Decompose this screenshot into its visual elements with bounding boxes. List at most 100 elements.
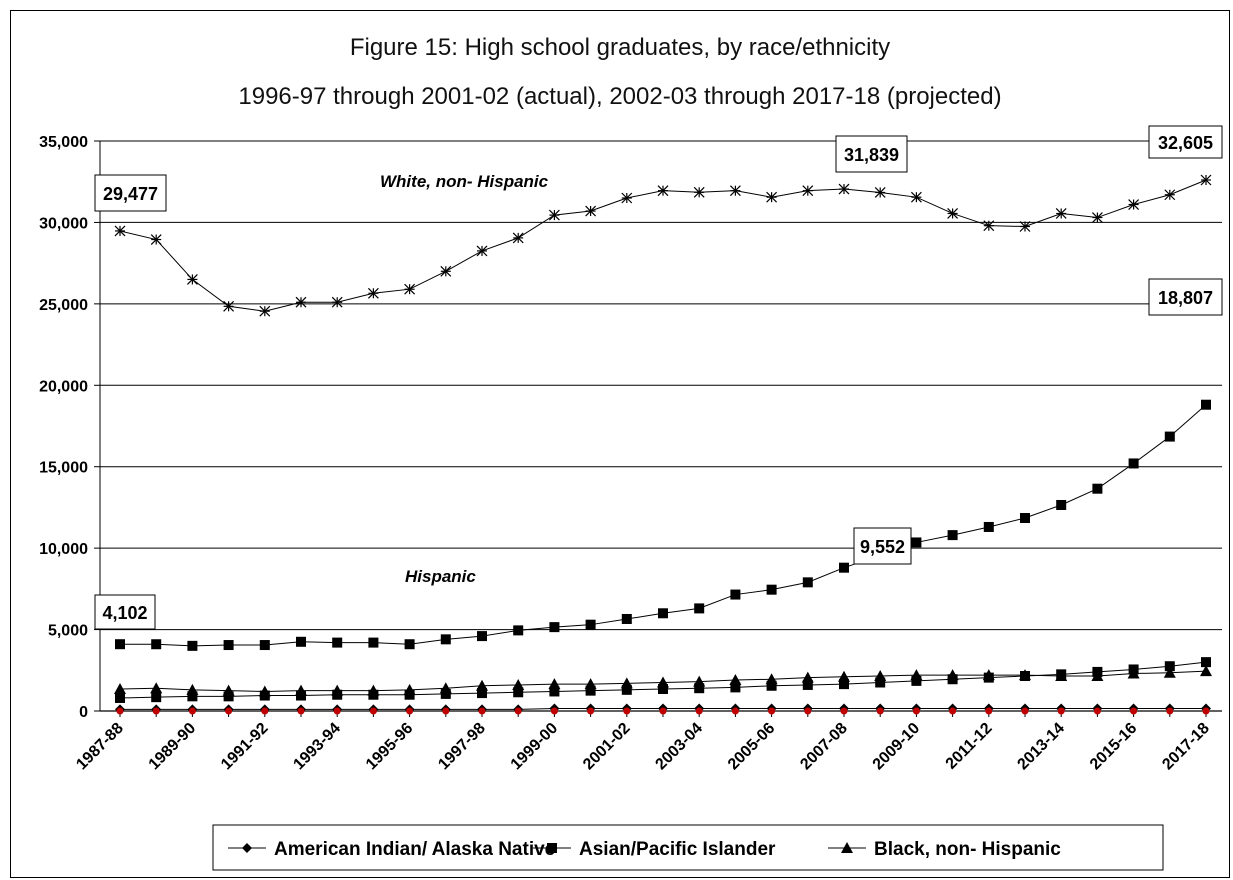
red-marker — [406, 707, 414, 715]
callout: 18,807 — [1148, 278, 1223, 316]
star-stroke — [223, 300, 235, 312]
triangle-marker — [295, 684, 307, 696]
star-marker — [910, 191, 922, 203]
triangle-marker — [1019, 669, 1031, 681]
x-tick-label: 1987-88 — [73, 720, 127, 774]
star-marker — [1200, 174, 1212, 186]
star-stroke — [548, 209, 560, 221]
y-tick-label: 10,000 — [39, 541, 88, 558]
star-marker — [512, 232, 524, 244]
star-marker — [838, 183, 850, 195]
red-marker — [912, 707, 920, 715]
y-tick-label: 30,000 — [39, 215, 88, 232]
callout-box — [835, 135, 908, 173]
star-marker — [186, 274, 198, 285]
square-marker — [223, 640, 234, 651]
square-marker — [549, 622, 560, 633]
star-stroke — [1128, 199, 1140, 210]
red-marker — [116, 707, 124, 715]
plot-area: 0 5,000 10,000 15,000 20,000 25,000 30,000 35,0… — [39, 125, 1223, 774]
x-tick-label: 1991-92 — [218, 720, 272, 774]
star-marker — [983, 220, 995, 232]
triangle-marker — [841, 842, 853, 853]
star-marker — [114, 225, 126, 237]
square-marker — [911, 675, 922, 686]
red-marker — [1202, 707, 1210, 715]
square-marker — [839, 562, 849, 573]
star-marker — [295, 296, 307, 308]
square-marker — [477, 688, 487, 699]
square-marker — [1164, 661, 1175, 672]
star-stroke — [585, 205, 597, 217]
callout-box — [1148, 278, 1223, 316]
square-marker — [875, 677, 886, 688]
star-marker — [440, 265, 452, 277]
red-marker — [949, 707, 957, 715]
square-marker — [1201, 657, 1211, 668]
triangle-marker — [1055, 669, 1068, 681]
star-marker — [693, 186, 705, 198]
square-marker — [983, 521, 994, 532]
callout: 29,477 — [94, 174, 167, 212]
triangle-marker — [765, 673, 778, 685]
star-stroke — [1200, 174, 1212, 186]
chart-frame — [10, 10, 1230, 878]
square-marker — [730, 682, 741, 693]
y-tick-label: 0 — [79, 704, 88, 721]
star-stroke — [802, 185, 814, 197]
square-marker — [766, 584, 777, 595]
square-marker — [151, 639, 162, 650]
red-marker — [1057, 707, 1065, 715]
series-red-markers — [116, 707, 1210, 715]
square-marker — [547, 843, 557, 853]
square-marker — [658, 684, 668, 695]
star-marker — [1055, 208, 1067, 219]
red-marker — [1166, 707, 1174, 715]
triangle-marker — [367, 684, 380, 696]
star-marker — [802, 185, 814, 197]
square-marker — [839, 679, 849, 690]
y-tick-label: 35,000 — [39, 134, 88, 151]
star-stroke — [367, 287, 379, 299]
triangle-marker — [620, 677, 633, 689]
red-marker — [261, 707, 269, 715]
square-marker — [549, 686, 560, 697]
star-marker — [621, 192, 633, 204]
red-marker — [1021, 707, 1029, 715]
square-marker — [115, 639, 125, 650]
star-stroke — [331, 296, 343, 308]
star-stroke — [114, 225, 126, 237]
star-marker — [548, 209, 560, 221]
triangle-marker — [693, 675, 706, 687]
star-stroke — [729, 185, 741, 197]
triangle-marker — [982, 669, 995, 681]
star-marker — [729, 185, 741, 197]
callout-label: 32,605 — [1158, 133, 1213, 153]
triangle-marker — [258, 685, 271, 697]
x-tick-label: 1995-96 — [363, 720, 417, 774]
chart-subtitle: 1996-97 through 2001-02 (actual), 2002-0… — [238, 83, 1001, 110]
x-tick-label: 1997-98 — [435, 720, 489, 774]
square-marker — [440, 634, 451, 645]
square-marker — [694, 603, 705, 614]
red-marker — [804, 707, 812, 715]
square-marker — [802, 679, 813, 690]
red-marker — [1130, 707, 1138, 715]
square-marker — [477, 631, 487, 642]
x-tick-label: 2003-04 — [652, 720, 706, 774]
star-stroke — [1164, 189, 1176, 201]
square-marker — [259, 640, 270, 651]
square-marker — [766, 680, 777, 691]
x-tick-label: 2001-02 — [580, 720, 634, 774]
star-stroke — [1055, 208, 1067, 219]
callout-label: 9,552 — [860, 537, 905, 557]
red-marker — [695, 707, 703, 715]
star-marker — [259, 305, 271, 317]
star-marker — [331, 296, 343, 308]
x-tick-label: 2011-12 — [943, 720, 996, 773]
legend: American Indian/ Alaska Native Asian/Paci… — [212, 824, 1164, 871]
triangle-marker — [584, 678, 597, 690]
x-tick-label: 2013-14 — [1014, 720, 1068, 774]
square-marker — [658, 608, 668, 619]
